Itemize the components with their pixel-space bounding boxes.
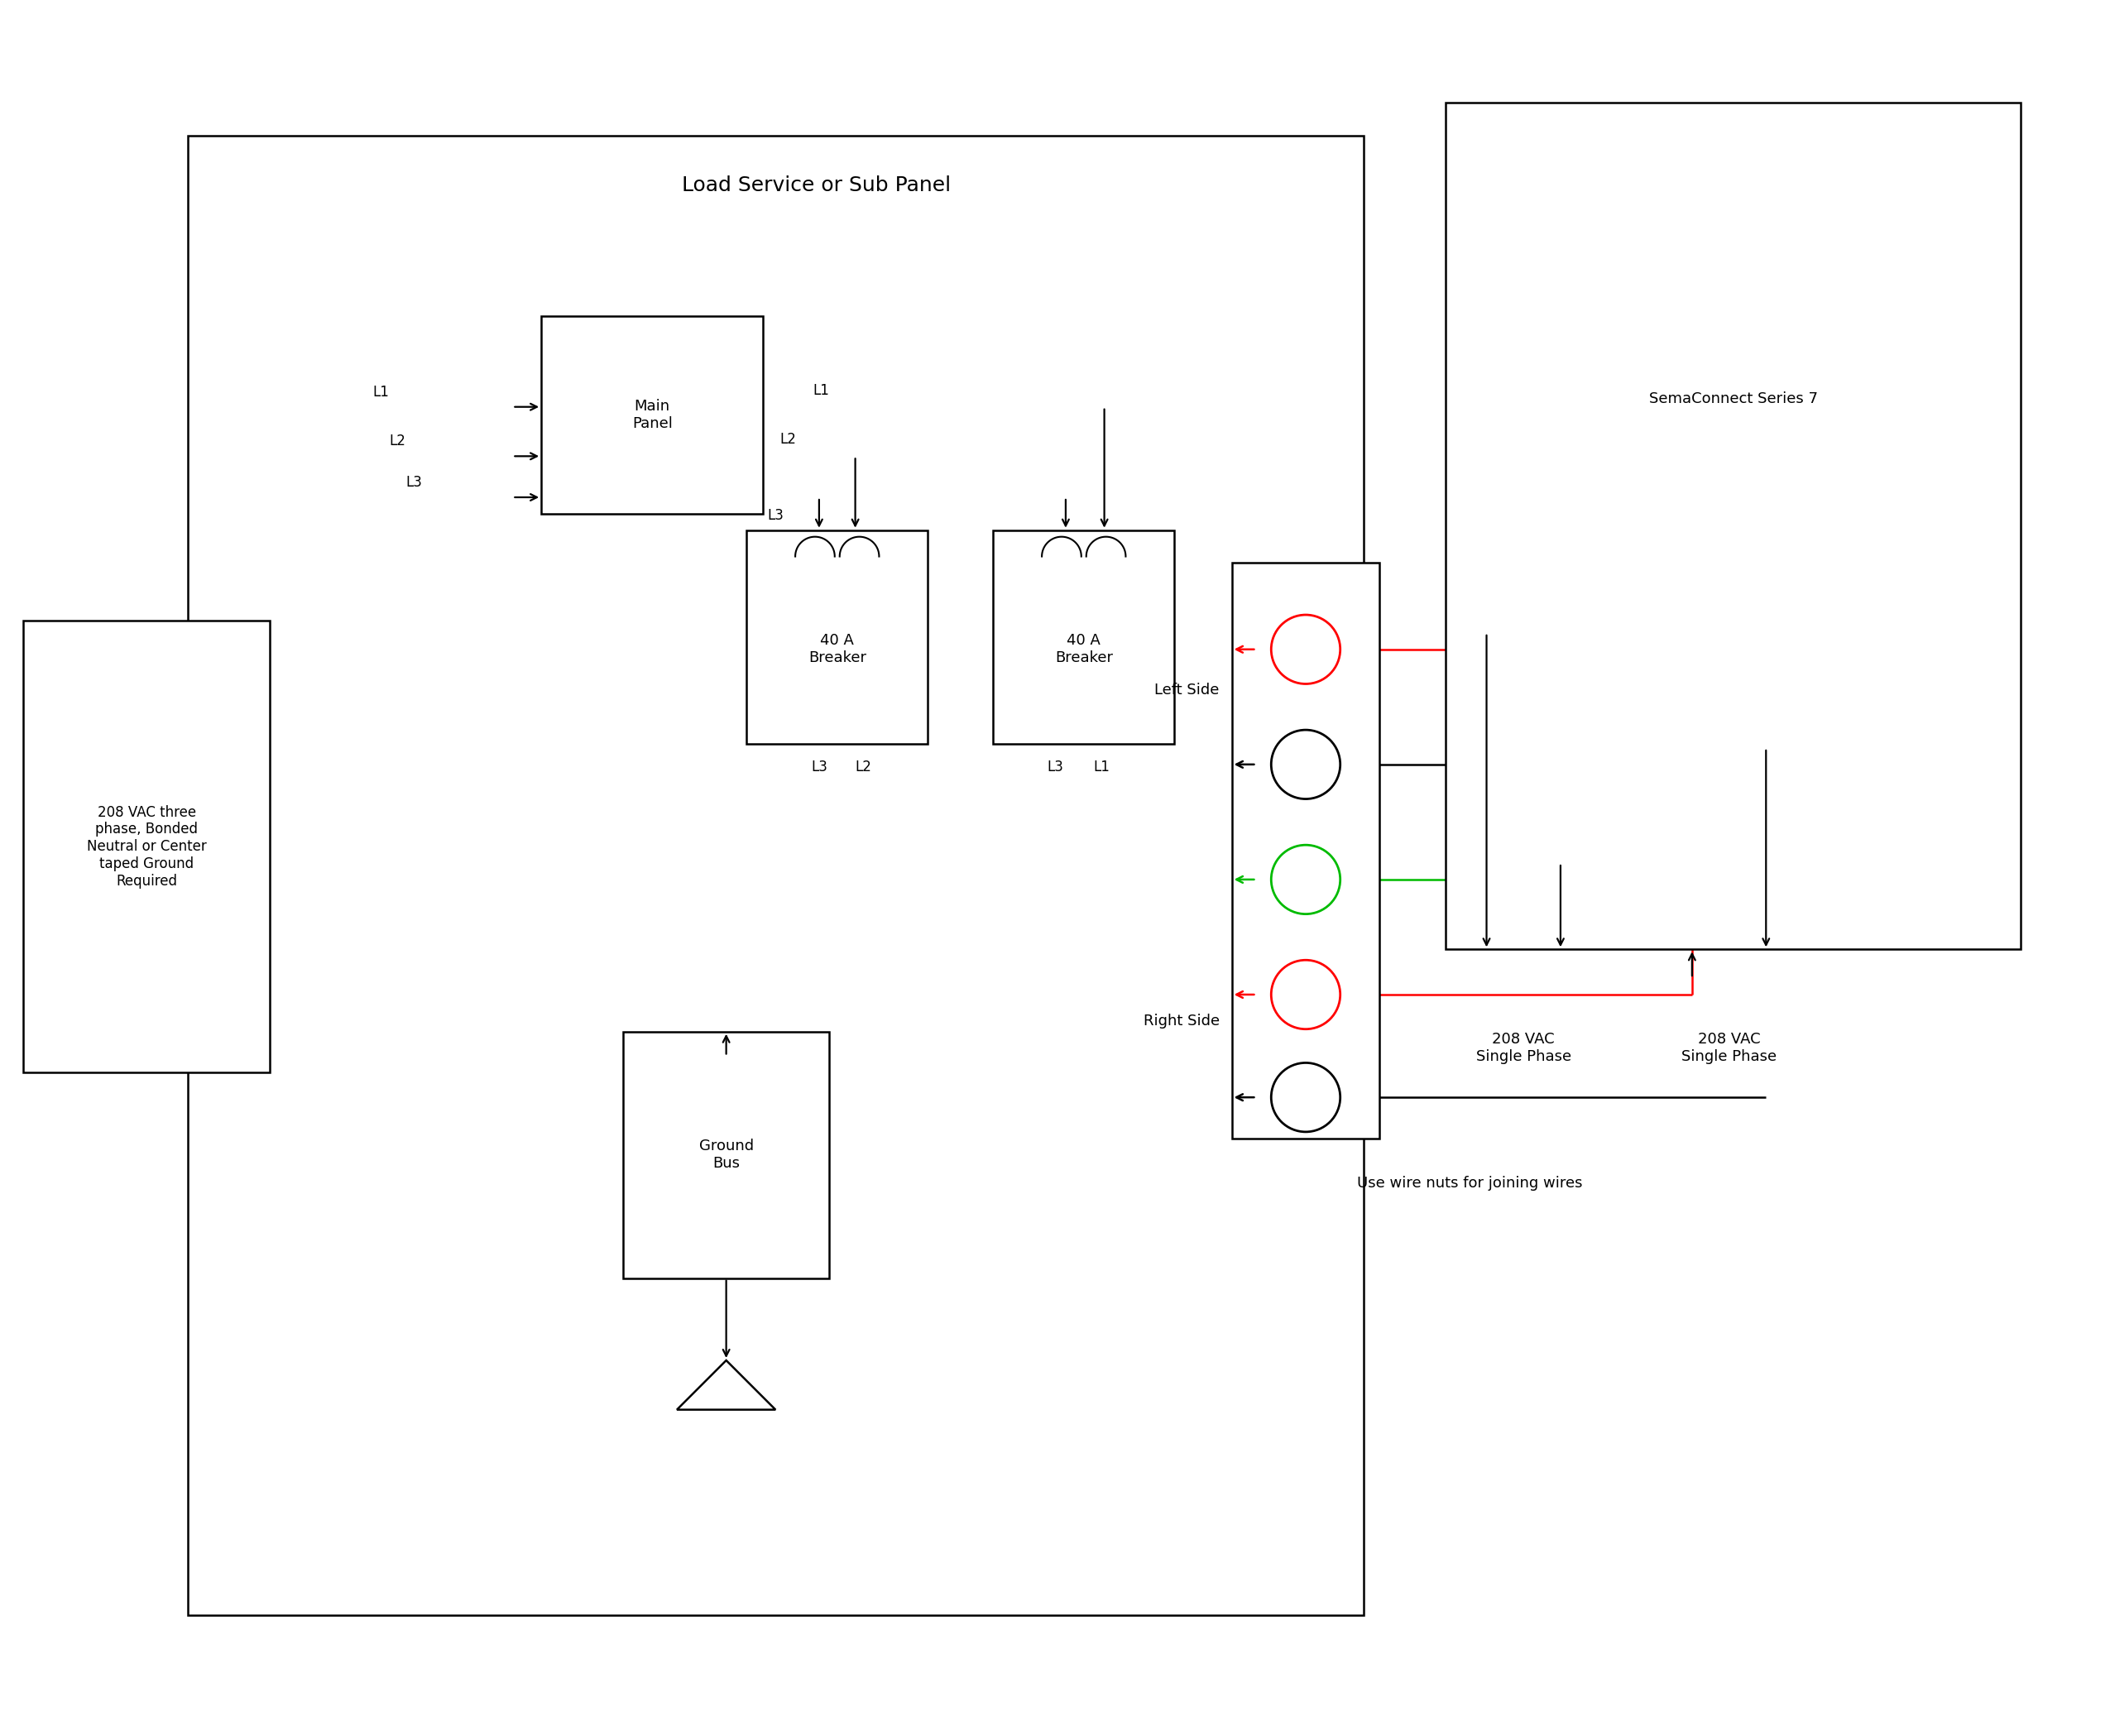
- Text: L2: L2: [388, 434, 405, 450]
- Text: 208 VAC
Single Phase: 208 VAC Single Phase: [1682, 1031, 1777, 1064]
- Bar: [622, 1031, 829, 1278]
- Text: L3: L3: [768, 509, 783, 523]
- Bar: [994, 529, 1173, 745]
- Text: 208 VAC three
phase, Bonded
Neutral or Center
taped Ground
Required: 208 VAC three phase, Bonded Neutral or C…: [87, 806, 207, 889]
- Bar: [1445, 102, 2021, 950]
- Text: L2: L2: [855, 759, 871, 774]
- Text: 208 VAC
Single Phase: 208 VAC Single Phase: [1475, 1031, 1572, 1064]
- Text: L1: L1: [1093, 759, 1110, 774]
- Text: L3: L3: [810, 759, 827, 774]
- Text: L1: L1: [373, 385, 388, 399]
- Text: Load Service or Sub Panel: Load Service or Sub Panel: [682, 175, 952, 194]
- Text: L1: L1: [812, 384, 829, 398]
- Bar: [1232, 562, 1380, 1139]
- Text: 40 A
Breaker: 40 A Breaker: [808, 634, 865, 665]
- Text: Right Side: Right Side: [1144, 1014, 1220, 1029]
- Text: Ground
Bus: Ground Bus: [698, 1139, 753, 1170]
- Text: L3: L3: [405, 476, 422, 490]
- Bar: [188, 135, 1363, 1614]
- Bar: [23, 620, 270, 1073]
- Text: Left Side: Left Side: [1154, 682, 1220, 698]
- Text: Main
Panel: Main Panel: [633, 399, 673, 431]
- Text: Use wire nuts for joining wires: Use wire nuts for joining wires: [1357, 1177, 1582, 1191]
- Text: L2: L2: [779, 432, 795, 448]
- Text: 40 A
Breaker: 40 A Breaker: [1055, 634, 1112, 665]
- Text: L3: L3: [1047, 759, 1063, 774]
- Text: SemaConnect Series 7: SemaConnect Series 7: [1648, 392, 1817, 406]
- Bar: [747, 529, 928, 745]
- Bar: [542, 316, 764, 514]
